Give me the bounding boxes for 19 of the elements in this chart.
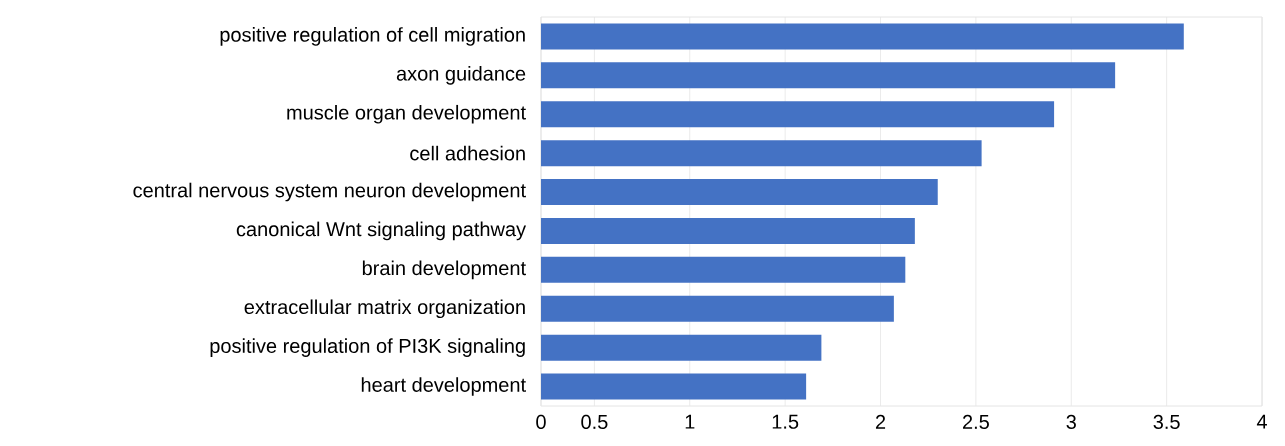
x-tick-label: 4 bbox=[1256, 414, 1267, 429]
x-tick-label: 2 bbox=[875, 414, 886, 429]
y-tick-label: central nervous system neuron development bbox=[133, 182, 526, 202]
y-tick-label: heart development bbox=[361, 377, 526, 396]
y-tick-label: positive regulation of cell migration bbox=[220, 27, 525, 46]
y-tick-label: axon guidance bbox=[396, 66, 526, 85]
y-tick-label: brain development bbox=[362, 260, 526, 280]
x-tick-label: 0.5 bbox=[581, 414, 608, 430]
x-tick-label: 2.5 bbox=[962, 414, 989, 430]
y-tick-label: extracellular matrix organization bbox=[244, 299, 525, 319]
x-tick-label: 3 bbox=[1066, 414, 1076, 430]
y-tick-label: positive regulation of PI3K signaling bbox=[210, 338, 525, 357]
x-tick-label: 0 bbox=[536, 414, 546, 430]
y-tick-label: cell adhesion bbox=[410, 145, 525, 161]
x-tick-label: 3.5 bbox=[1153, 414, 1180, 430]
x-tick-label: 1.5 bbox=[772, 414, 799, 429]
y-tick-label: muscle organ development bbox=[287, 104, 526, 124]
y-tick-label: canonical Wnt signaling pathway bbox=[236, 221, 527, 241]
x-tick-label: 1 bbox=[685, 414, 695, 429]
